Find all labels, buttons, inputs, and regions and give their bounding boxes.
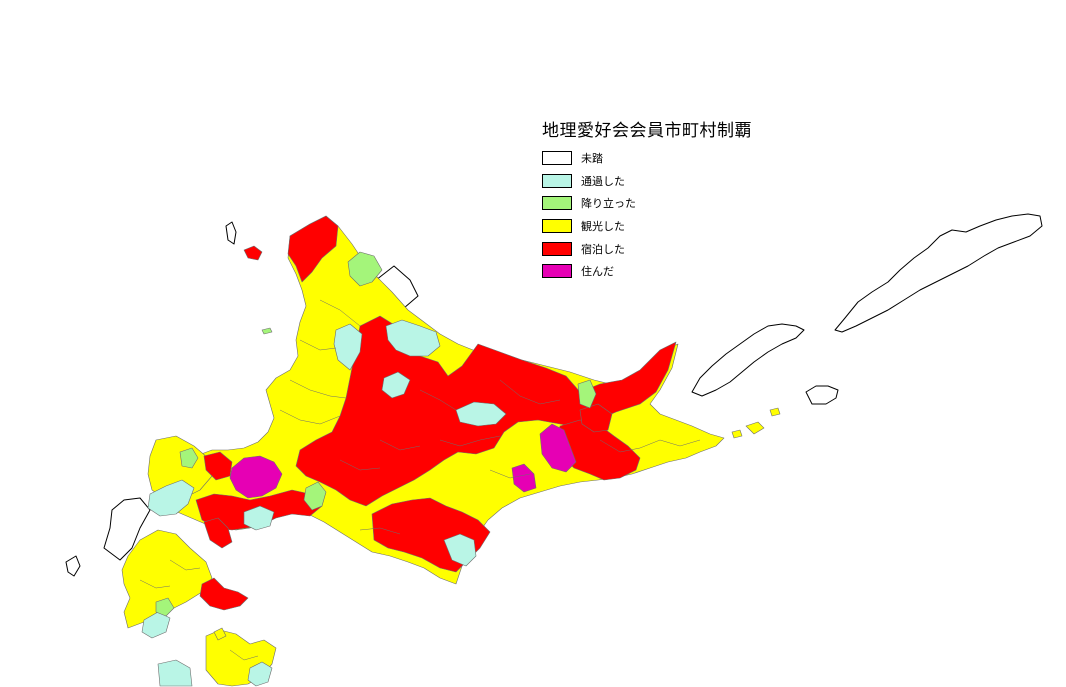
- legend-item-untrodden: 未踏: [542, 147, 752, 170]
- legend-swatch-stayed: [542, 241, 572, 256]
- kunashiri-outline: [691, 323, 805, 397]
- region-kamikawa-cyan-c: [381, 371, 411, 399]
- legend-items: 未踏通過した降り立った観光した宿泊した住んだ: [542, 147, 752, 283]
- region-oshima: [121, 529, 213, 629]
- island-habomai: [745, 421, 765, 435]
- okushiri-outline: [65, 555, 81, 577]
- legend-item-stayed: 宿泊した: [542, 237, 752, 260]
- legend-item-sightseeing: 観光した: [542, 215, 752, 238]
- region-tsugaru-west: [157, 659, 193, 687]
- region-tsugaru-cyan: [247, 661, 273, 687]
- legend-swatch-untrodden: [542, 151, 572, 166]
- region-south-green: [155, 597, 175, 617]
- legend-label-lived: 住んだ: [581, 265, 614, 279]
- region-nemuro-green: [577, 379, 597, 409]
- legend-label-stopped: 降り立った: [581, 197, 636, 211]
- legend-label-passed: 通過した: [581, 174, 625, 188]
- region-rebun: [243, 245, 263, 261]
- shikotan-outline: [805, 385, 839, 405]
- region-kamikawa-cyan-b: [333, 323, 363, 371]
- legend-swatch-stopped: [542, 196, 572, 211]
- region-shiribeshi-red: [203, 451, 233, 481]
- region-obihiro: [539, 423, 577, 473]
- oshima-peninsula-outline: [103, 497, 151, 561]
- region-shiribeshi-green: [179, 447, 199, 469]
- legend-item-passed: 通過した: [542, 170, 752, 193]
- region-okhotsk-cyan: [455, 401, 507, 427]
- legend: 地理愛好会会員市町村制覇 未踏通過した降り立った観光した宿泊した住んだ: [542, 116, 752, 283]
- legend-title: 地理愛好会会員市町村制覇: [542, 121, 752, 141]
- region-iburi-cyan: [243, 505, 275, 531]
- rishiri-outline: [225, 221, 237, 245]
- island-teuri: [261, 327, 273, 335]
- region-nemuro-red: [579, 403, 613, 433]
- legend-item-stopped: 降り立った: [542, 192, 752, 215]
- region-hakodate-south: [203, 517, 233, 549]
- region-soya-north: [287, 215, 339, 283]
- legend-label-sightseeing: 観光した: [581, 220, 625, 234]
- legend-swatch-passed: [542, 173, 572, 188]
- municipal-boundaries: [139, 299, 701, 661]
- legend-swatch-sightseeing: [542, 219, 572, 234]
- kuril-islands-outline: [834, 213, 1043, 333]
- region-hakodate: [199, 577, 249, 611]
- region-sapporo: [229, 455, 283, 499]
- region-shiribeshi-cyan: [147, 479, 195, 517]
- legend-label-stayed: 宿泊した: [581, 242, 625, 256]
- island-south-yellow: [213, 627, 227, 641]
- legend-swatch-lived: [542, 264, 572, 279]
- region-soya-green: [347, 251, 383, 287]
- region-ishikari-green: [303, 481, 327, 511]
- region-kamikawa-cyan-a: [385, 319, 441, 357]
- region-hidaka-cyan: [443, 533, 477, 567]
- island-habomai-c: [731, 429, 743, 439]
- island-habomai-b: [769, 407, 781, 417]
- legend-label-untrodden: 未踏: [581, 152, 603, 166]
- legend-item-lived: 住んだ: [542, 260, 752, 283]
- region-tokachi-south: [511, 463, 537, 493]
